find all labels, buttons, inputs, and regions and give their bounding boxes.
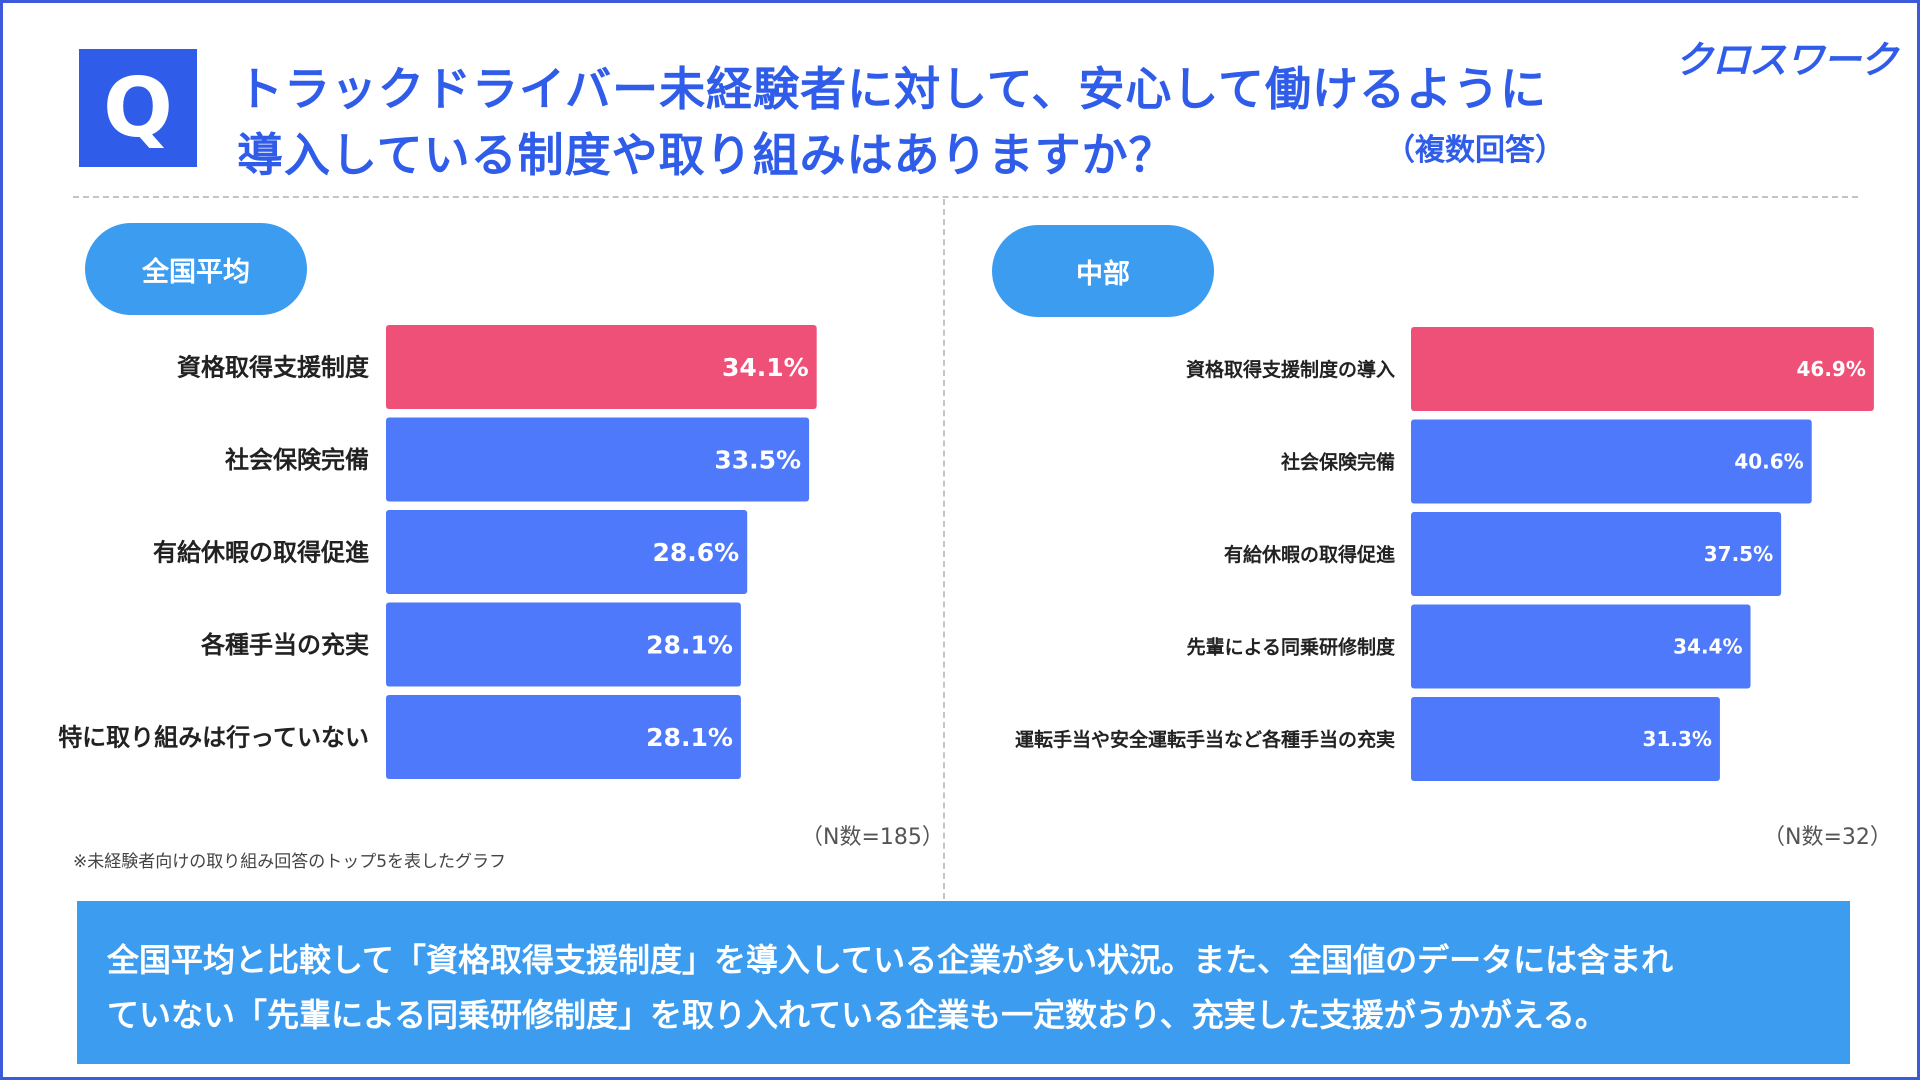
summary-line-1: 全国平均と比較して「資格取得支援制度」を導入している企業が多い状況。また、全国値… xyxy=(107,941,1674,979)
sample-size-chubu: （N数=32） xyxy=(1763,825,1892,850)
chubu-bar-1 xyxy=(1411,327,1874,411)
national-bar-1 xyxy=(386,325,817,409)
panel-label-national: 全国平均 xyxy=(85,223,307,315)
chubu-bar-5 xyxy=(1411,697,1720,781)
chubu-value-label-4: 34.4% xyxy=(1673,635,1742,659)
footnote: ※未経験者向けの取り組み回答のトップ5を表したグラフ xyxy=(73,852,507,872)
national-bar-2 xyxy=(386,417,810,502)
panel-label-chubu: 中部 xyxy=(992,225,1214,317)
chubu-bar-2 xyxy=(1411,419,1812,504)
national-category-label-2: 社会保険完備 xyxy=(225,446,369,474)
national-category-label-3: 有給休暇の取得促進 xyxy=(153,539,369,567)
national-category-label-4: 各種手当の充実 xyxy=(200,631,369,659)
national-value-label-2: 33.5% xyxy=(714,446,801,475)
national-value-label-5: 28.1% xyxy=(646,723,733,752)
chubu-category-label-2: 社会保険完備 xyxy=(1280,450,1395,473)
national-bar-3 xyxy=(386,510,748,594)
summary-box: 全国平均と比較して「資格取得支援制度」を導入している企業が多い状況。また、全国値… xyxy=(77,901,1850,1064)
national-value-label-1: 34.1% xyxy=(722,353,809,382)
chubu-value-label-2: 40.6% xyxy=(1734,450,1803,474)
chubu-category-label-3: 有給休暇の取得促進 xyxy=(1224,543,1395,566)
bar-chart-national: 資格取得支援制度 34.1% 社会保険完備 33.5% 有給休暇の取得促進 28.6% 各種… xyxy=(58,325,817,779)
brand-logo: クロスワーク xyxy=(1675,38,1898,82)
title-line-1: トラックドライバー未経験者に対して、安心して働けるように xyxy=(237,62,1548,116)
national-value-label-3: 28.6% xyxy=(652,538,739,567)
national-value-label-4: 28.1% xyxy=(646,631,733,660)
chubu-bar-4 xyxy=(1411,604,1751,689)
chubu-value-label-5: 31.3% xyxy=(1643,727,1712,751)
question-icon: Q xyxy=(79,49,197,167)
bar-chart-chubu: 資格取得支援制度の導入 46.9% 社会保険完備 40.6% 有給休暇の取得促進 37.5… xyxy=(1015,327,1874,781)
national-category-label-1: 資格取得支援制度 xyxy=(177,354,370,382)
chubu-bar-3 xyxy=(1411,512,1782,596)
panel-divider xyxy=(943,199,945,899)
title-note: （複数回答） xyxy=(1385,133,1565,168)
national-category-label-5: 特に取り組みは行っていない xyxy=(58,724,369,752)
header-divider xyxy=(73,196,1858,198)
sample-size-national: （N数=185） xyxy=(801,825,944,850)
chubu-value-label-1: 46.9% xyxy=(1797,357,1866,381)
chubu-value-label-3: 37.5% xyxy=(1704,542,1773,566)
title-line-2: 導入している制度や取り組みはありますか？ xyxy=(237,128,1176,182)
chubu-category-label-1: 資格取得支援制度の導入 xyxy=(1186,358,1395,381)
national-bar-4 xyxy=(386,602,741,687)
chubu-category-label-4: 先輩による同乗研修制度 xyxy=(1187,635,1396,658)
chubu-category-label-5: 運転手当や安全運転手当など各種手当の充実 xyxy=(1015,728,1395,751)
summary-line-2: ていない「先輩による同乗研修制度」を取り入れている企業も一定数おり、充実した支援… xyxy=(107,996,1607,1034)
national-bar-5 xyxy=(386,695,741,779)
